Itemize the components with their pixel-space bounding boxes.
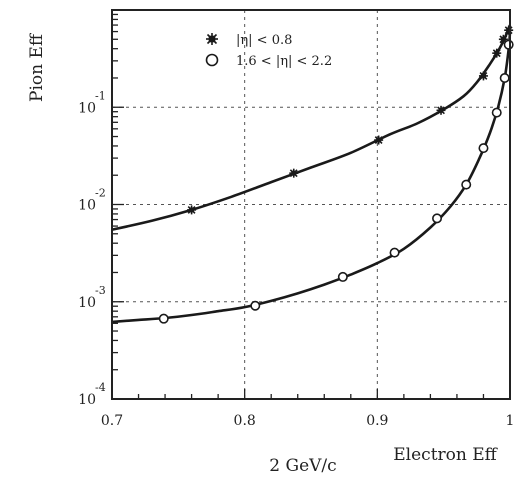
circle-data-point — [478, 143, 489, 154]
star-data-point — [504, 25, 514, 35]
y-tick-label: 10 — [78, 295, 96, 311]
y-tick-exponent: -2 — [95, 187, 106, 200]
data-points — [158, 25, 514, 324]
star-marker-arm — [479, 71, 488, 80]
circle-data-point — [389, 247, 400, 258]
fit-curve — [111, 31, 512, 324]
star-data-point — [289, 168, 299, 178]
y-tick-exponent: -3 — [95, 284, 106, 297]
tick-labels: 0.7 0.8 0.9 110-110-210-310-4 — [78, 89, 514, 429]
y-tick-label: 10 — [78, 198, 96, 214]
star-marker-arm — [499, 35, 508, 44]
star-data-point — [436, 105, 446, 115]
y-axis-label: Pion Eff — [27, 32, 47, 102]
x-tick-label: 0.7 — [101, 413, 123, 429]
x-tick-label: 1 — [506, 413, 515, 429]
circle-data-point — [491, 107, 502, 118]
circle-data-point — [337, 271, 348, 282]
legend: |η| < 0.8 1.6 < |η| < 2.2 — [205, 33, 332, 69]
circle-data-point — [250, 300, 261, 311]
circle-data-point — [461, 179, 472, 190]
circle-data-point — [158, 313, 169, 324]
star-marker-arm — [187, 205, 196, 214]
legend-label-central: |η| < 0.8 — [236, 33, 292, 48]
star-marker-arm — [374, 136, 383, 144]
y-tick-exponent: -1 — [95, 89, 106, 102]
y-tick-label: 10 — [78, 100, 96, 116]
circle-data-point — [499, 72, 510, 83]
axis-ticks — [111, 13, 511, 400]
star-marker-arm — [492, 49, 501, 58]
legend-star-symbol — [206, 33, 218, 45]
x-tick-label: 0.8 — [234, 413, 256, 429]
fit-curves — [111, 24, 512, 324]
circle-data-point — [503, 39, 514, 50]
star-data-point — [374, 135, 384, 145]
star-data-point — [492, 48, 502, 58]
legend-star-marker — [206, 33, 218, 45]
star-marker-arm — [289, 169, 298, 178]
energy-note: 2 GeV/c — [269, 456, 336, 476]
star-data-point — [187, 205, 197, 215]
star-marker-arm — [437, 106, 445, 115]
y-tick-exponent: -4 — [95, 381, 106, 394]
x-tick-label: 0.9 — [366, 413, 388, 429]
star-data-point — [478, 71, 488, 81]
circle-data-point — [432, 213, 443, 224]
legend-circle-marker — [205, 53, 219, 67]
star-data-point — [498, 34, 508, 44]
legend-circle-symbol — [205, 53, 219, 67]
fit-curve — [111, 24, 512, 231]
y-tick-label: 10 — [78, 392, 96, 408]
star-marker-arm — [206, 33, 218, 45]
x-axis-label: Electron Eff — [393, 445, 498, 465]
legend-label-forward: 1.6 < |η| < 2.2 — [236, 54, 332, 69]
